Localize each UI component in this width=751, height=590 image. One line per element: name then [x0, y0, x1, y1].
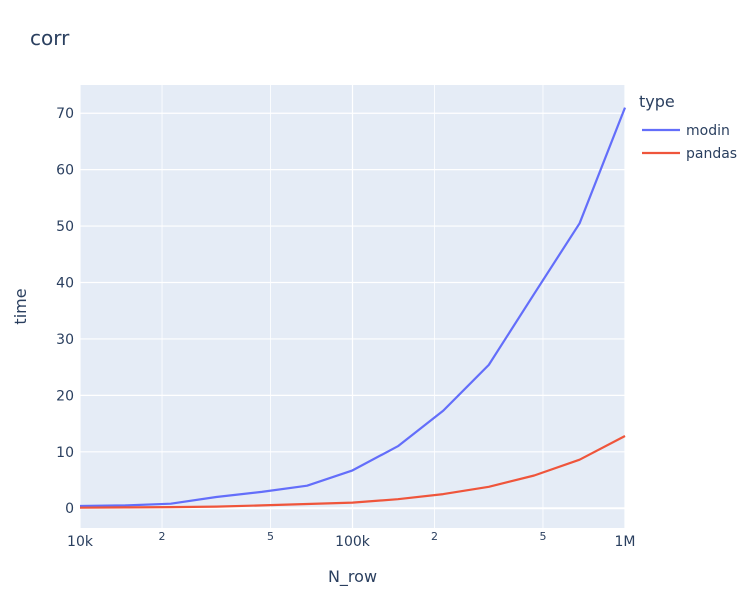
y-tick-label: 70	[56, 106, 74, 122]
chart-title: corr	[30, 26, 70, 50]
y-tick-label: 40	[56, 276, 74, 292]
legend: type modin pandas	[639, 92, 737, 162]
x-axis-title: N_row	[328, 567, 377, 587]
x-axis-ticks: 10k 2 5 100k 2 5 1M	[67, 530, 635, 550]
y-tick-label: 30	[56, 332, 74, 348]
legend-label-pandas: pandas	[686, 146, 737, 162]
legend-label-modin: modin	[686, 123, 730, 139]
y-gridlines	[80, 112, 625, 510]
y-tick-label: 50	[56, 219, 74, 235]
x-tick-label: 100k	[335, 534, 371, 550]
x-tick-label: 10k	[67, 534, 94, 550]
x-tick-label: 2	[159, 530, 166, 543]
series-lines	[79, 107, 627, 509]
y-tick-label: 0	[65, 501, 74, 517]
x-tick-label: 1M	[615, 534, 636, 550]
x-tick-label: 2	[431, 530, 438, 543]
series-line-modin	[79, 107, 627, 508]
x-tick-label: 5	[267, 530, 274, 543]
y-tick-label: 20	[56, 388, 74, 404]
y-axis-title: time	[11, 288, 30, 324]
y-axis-ticks: 0 10 20 30 40 50 60 70	[56, 106, 74, 517]
x-tick-label: 5	[539, 530, 546, 543]
y-tick-label: 10	[56, 445, 74, 461]
series-line-pandas	[79, 435, 626, 509]
legend-title: type	[639, 92, 675, 111]
x-gridlines	[79, 85, 626, 528]
y-tick-label: 60	[56, 163, 74, 179]
